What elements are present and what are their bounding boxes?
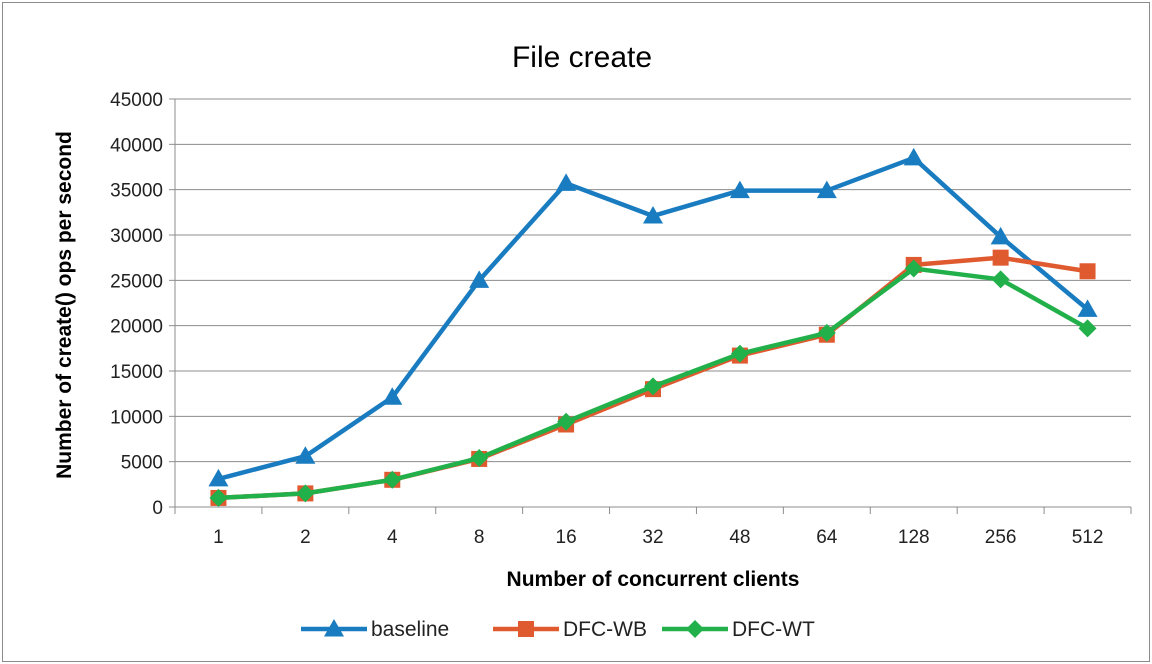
y-tick-label: 30000 <box>110 226 163 247</box>
y-tick-label: 25000 <box>110 271 163 292</box>
y-tick-label: 15000 <box>110 362 163 383</box>
legend-label-baseline: baseline <box>371 618 449 641</box>
x-tick-label: 2 <box>300 527 311 548</box>
data-point-dfc-wb <box>1079 263 1096 280</box>
x-tick-label: 16 <box>556 527 577 548</box>
data-point-dfc-wt <box>1078 319 1097 338</box>
legend-marker-dfc-wt <box>686 620 704 638</box>
data-point-baseline <box>903 147 924 166</box>
data-point-dfc-wt <box>991 270 1010 289</box>
data-point-dfc-wt <box>383 470 402 489</box>
data-point-dfc-wb <box>992 249 1009 266</box>
y-tick-label: 5000 <box>121 453 163 474</box>
data-point-dfc-wt <box>730 344 749 363</box>
data-point-baseline <box>729 180 750 199</box>
x-tick-labels: 1 2 4 8 16 32 48 64 128 256 512 <box>213 527 1103 548</box>
data-point-baseline <box>382 387 403 405</box>
y-tick-label: 45000 <box>110 90 163 111</box>
legend-label-dfc-wt: DFC-WT <box>732 618 815 641</box>
x-tick-label: 32 <box>642 527 663 548</box>
legend-item-dfc-wt: DFC-WT <box>662 618 815 641</box>
series-dfc-wt <box>209 259 1097 507</box>
x-tick-label: 512 <box>1072 527 1104 548</box>
y-tick-label: 40000 <box>110 135 163 156</box>
gridlines <box>175 98 1131 463</box>
y-tick-labels: 0 5000 10000 15000 20000 25000 30000 35000 40000… <box>110 90 163 519</box>
line-chart: File create 0 5000 10000 15000 20000 25000 300… <box>53 41 1132 641</box>
legend-item-dfc-wb: DFC-WB <box>493 618 647 641</box>
data-point-dfc-wt <box>470 449 489 468</box>
legend: baseline DFC-WB DFC-WT <box>301 618 815 641</box>
data-point-dfc-wt <box>644 377 662 396</box>
x-tick-label: 8 <box>474 527 485 548</box>
data-point-baseline <box>816 180 837 199</box>
legend-marker-baseline <box>324 619 344 637</box>
data-point-baseline <box>556 173 577 191</box>
y-tick-label: 0 <box>152 498 163 519</box>
data-point-baseline <box>643 205 663 224</box>
x-tick-label: 1 <box>213 527 224 548</box>
x-tick-label: 4 <box>387 527 398 548</box>
data-point-baseline <box>990 226 1011 245</box>
y-tick-label: 35000 <box>110 181 163 202</box>
x-tick-label: 48 <box>729 527 750 548</box>
data-point-dfc-wt <box>209 488 228 507</box>
axes <box>169 98 1132 514</box>
series-layer <box>208 147 1098 507</box>
data-point-baseline <box>1077 299 1098 317</box>
data-point-baseline <box>295 446 316 464</box>
data-point-dfc-wt <box>904 259 923 278</box>
legend-label-dfc-wb: DFC-WB <box>563 618 647 641</box>
x-tick-label: 128 <box>898 527 930 548</box>
data-point-baseline <box>208 468 229 487</box>
data-point-dfc-wt <box>817 323 836 342</box>
y-axis-title: Number of create() ops per second <box>53 131 76 479</box>
legend-marker-dfc-wb <box>518 621 534 637</box>
x-axis-title: Number of concurrent clients <box>507 568 800 591</box>
legend-item-baseline: baseline <box>301 618 449 641</box>
data-point-dfc-wt <box>557 412 576 431</box>
x-tick-label: 256 <box>985 527 1017 548</box>
series-baseline <box>208 147 1098 487</box>
chart-title: File create <box>512 41 652 74</box>
y-tick-label: 10000 <box>110 407 163 428</box>
data-point-dfc-wt <box>296 484 315 503</box>
y-tick-label: 20000 <box>110 317 163 338</box>
data-point-baseline <box>469 270 490 288</box>
x-tick-label: 64 <box>816 527 838 548</box>
